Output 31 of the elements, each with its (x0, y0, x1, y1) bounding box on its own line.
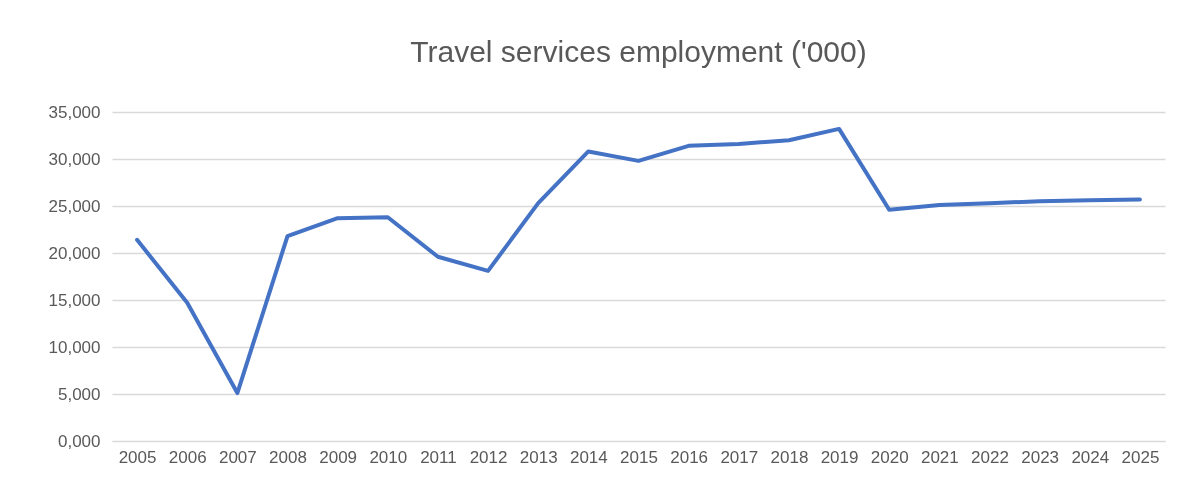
x-tick-label: 2012 (469, 447, 508, 467)
x-tick-label: 2025 (1121, 447, 1160, 467)
x-tick-label: 2019 (820, 447, 859, 467)
x-tick-label: 2020 (870, 447, 909, 467)
y-tick-label: 10,000 (48, 337, 101, 357)
y-tick-label: 35,000 (48, 102, 101, 122)
x-tick-label: 2005 (118, 447, 157, 467)
x-tick-label: 2006 (168, 447, 207, 467)
y-tick-label: 30,000 (48, 149, 101, 169)
x-tick-label: 2008 (269, 447, 307, 467)
x-tick-label: 2014 (569, 447, 608, 467)
x-tick-label: 2024 (1071, 447, 1110, 467)
chart-title: Travel services employment ('000) (410, 35, 867, 68)
x-tick-label: 2018 (770, 447, 809, 467)
line-series (135, 126, 1142, 396)
x-tick-label: 2023 (1021, 447, 1060, 467)
x-tick-label: 2022 (971, 447, 1009, 467)
x-tick-label: 2011 (420, 447, 457, 467)
x-tick-label: 2007 (218, 447, 257, 467)
y-tick-label: 20,000 (48, 243, 101, 263)
y-tick-label: 15,000 (48, 290, 101, 310)
x-tick-label: 2015 (620, 447, 658, 467)
x-tick-label: 2017 (720, 447, 759, 467)
y-tick-label: 25,000 (48, 196, 101, 216)
x-tick-label: 2013 (519, 447, 558, 467)
y-tick-label: 5,000 (57, 384, 101, 404)
x-tick-label: 2010 (369, 447, 408, 467)
x-tick-label: 2016 (670, 447, 709, 467)
x-tick-label: 2009 (319, 447, 358, 467)
y-tick-label: 0,000 (57, 431, 101, 451)
x-tick-label: 2021 (920, 447, 959, 467)
